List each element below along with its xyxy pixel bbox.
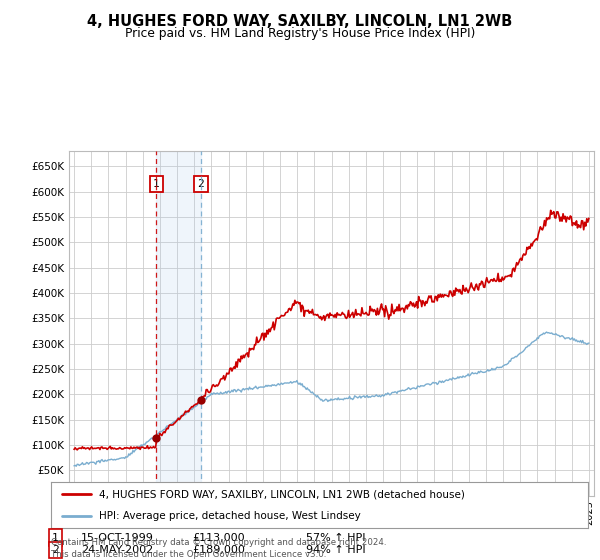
Text: 4, HUGHES FORD WAY, SAXILBY, LINCOLN, LN1 2WB: 4, HUGHES FORD WAY, SAXILBY, LINCOLN, LN… (88, 14, 512, 29)
Text: 94% ↑ HPI: 94% ↑ HPI (306, 545, 365, 555)
Text: 2: 2 (52, 545, 59, 555)
Text: HPI: Average price, detached house, West Lindsey: HPI: Average price, detached house, West… (100, 511, 361, 521)
Text: 2: 2 (197, 179, 205, 189)
Text: Contains HM Land Registry data © Crown copyright and database right 2024.
This d: Contains HM Land Registry data © Crown c… (51, 538, 386, 559)
Text: £113,000: £113,000 (192, 533, 245, 543)
Text: 15-OCT-1999: 15-OCT-1999 (81, 533, 154, 543)
Text: £189,000: £189,000 (192, 545, 245, 555)
Text: 1: 1 (153, 179, 160, 189)
Text: 1: 1 (52, 533, 59, 543)
Text: 57% ↑ HPI: 57% ↑ HPI (306, 533, 365, 543)
Text: 24-MAY-2002: 24-MAY-2002 (81, 545, 153, 555)
Text: 4, HUGHES FORD WAY, SAXILBY, LINCOLN, LN1 2WB (detached house): 4, HUGHES FORD WAY, SAXILBY, LINCOLN, LN… (100, 489, 465, 500)
Bar (157, 151, 201, 496)
Text: Price paid vs. HM Land Registry's House Price Index (HPI): Price paid vs. HM Land Registry's House … (125, 27, 475, 40)
